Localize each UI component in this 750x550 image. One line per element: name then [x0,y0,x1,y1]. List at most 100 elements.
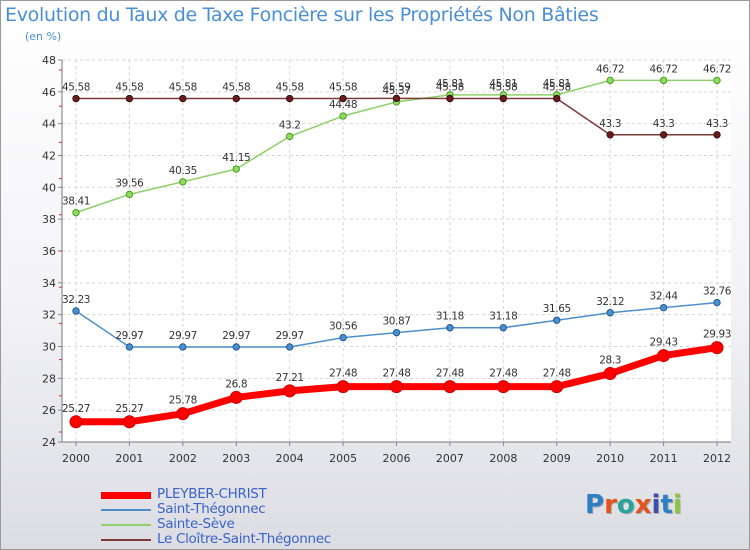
data-point [606,309,614,317]
logo-letter: i [672,490,682,520]
legend-label: Le Cloître-Saint-Thégonnec [157,531,331,547]
data-label: 31.65 [543,303,571,315]
legend-swatch [101,524,151,526]
data-label: 25.27 [62,403,90,415]
data-label: 31.18 [436,311,464,323]
data-point [713,131,721,139]
y-tick-label: 24 [42,436,56,449]
data-label: 41.15 [222,152,250,164]
data-label: 45.59 [382,81,410,93]
data-label: 38.41 [62,196,90,208]
logo-letter: x [634,490,652,520]
data-label: 39.56 [115,177,144,189]
data-point [550,380,564,394]
data-label: 30.56 [329,321,358,333]
data-point [606,76,614,85]
data-point [232,94,240,103]
data-point [336,380,350,394]
y-axis-unit-label: (en %) [25,30,62,43]
data-label: 45.58 [115,82,143,94]
y-tick-label: 40 [42,181,56,194]
data-label: 28.3 [599,355,621,367]
data-label: 32.23 [62,294,90,306]
data-label: 29.43 [650,337,678,349]
x-tick-label: 2010 [596,452,624,465]
data-point [606,131,614,139]
data-point [659,131,668,139]
data-label: 29.93 [703,329,731,341]
x-tick-label: 2007 [436,452,464,465]
data-point [125,94,134,103]
data-label: 25.27 [115,403,143,415]
data-point [285,343,294,351]
data-label: 45.58 [543,82,571,94]
x-tick-label: 2003 [222,452,250,465]
data-point [72,94,80,103]
data-label: 32.44 [650,291,679,303]
x-tick-label: 2002 [169,452,197,465]
data-label: 45.58 [436,82,464,94]
logo-letter: o [616,490,635,520]
y-tick-label: 30 [42,341,56,354]
data-label: 40.35 [169,165,197,177]
data-point [283,384,297,398]
legend-label: PLEYBER-CHRIST [157,486,267,502]
data-label: 45.58 [222,82,250,94]
data-point [390,380,403,394]
data-label: 27.48 [489,368,517,380]
data-label: 46.72 [650,63,678,75]
data-label: 45.81 [436,78,464,90]
data-point [553,316,561,324]
x-tick-label: 2004 [276,452,304,465]
data-label: 43.2 [279,119,301,131]
data-point [69,415,83,429]
data-label: 45.81 [543,78,571,90]
y-tick-label: 44 [42,118,56,131]
logo-letter: P [585,490,605,520]
data-point [72,307,80,315]
data-label: 27.48 [329,368,357,380]
data-label: 45.58 [169,82,197,94]
x-tick-label: 2011 [650,452,678,465]
data-label: 45.81 [489,78,517,90]
data-point [499,94,508,103]
data-point [496,380,510,394]
proxiti-logo: Proxiti [585,490,682,520]
data-label: 31.18 [489,311,517,323]
y-tick-label: 32 [42,309,56,322]
data-point [713,76,721,85]
data-point [603,367,617,381]
data-point [285,132,294,141]
data-label: 29.97 [115,330,143,342]
y-tick-label: 38 [42,213,56,226]
data-label: 45.58 [329,82,357,94]
legend-swatch [101,539,151,541]
data-point [659,303,668,312]
data-label: 30.87 [382,316,410,328]
data-label: 45.37 [382,85,410,97]
data-point [232,343,240,351]
data-label: 43.3 [706,118,728,130]
data-label: 29.97 [222,330,250,342]
data-label: 25.78 [169,395,197,407]
data-point [232,165,240,173]
y-tick-label: 42 [42,150,56,163]
y-tick-label: 48 [42,54,56,67]
data-label: 29.97 [276,330,304,342]
y-tick-label: 28 [42,372,56,385]
data-label: 44.48 [329,99,357,111]
data-label: 45.58 [276,82,304,94]
x-tick-label: 2008 [489,452,517,465]
data-point [392,94,401,103]
data-point [446,94,454,103]
data-point [179,94,187,103]
data-label: 27.48 [382,368,410,380]
legend-swatch [101,491,151,499]
data-point [339,333,347,342]
data-label: 26.8 [225,378,247,390]
logo-letter: r [604,490,617,520]
data-label: 27.21 [276,372,304,384]
data-point [499,324,508,332]
